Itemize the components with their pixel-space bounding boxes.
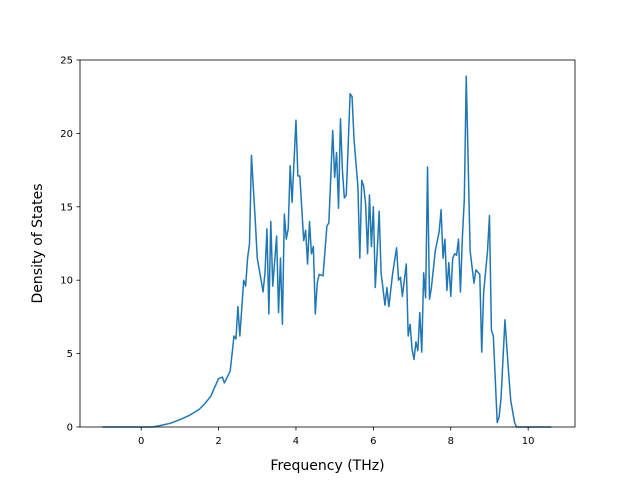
x-tick-label: 4 [293, 436, 299, 447]
x-tick-label: 0 [138, 436, 144, 447]
data-line [102, 75, 552, 428]
y-tick-label: 5 [67, 349, 73, 360]
y-axis-label: Density of States [30, 184, 46, 304]
plot-frame [79, 59, 576, 428]
y-tick-label: 15 [60, 202, 73, 213]
y-tick-label: 0 [67, 423, 73, 434]
y-tick-label: 25 [60, 56, 73, 67]
x-tick-label: 6 [370, 436, 376, 447]
x-axis-label: Frequency (THz) [270, 458, 384, 474]
x-tick-label: 8 [448, 436, 454, 447]
x-tick-label: 10 [522, 436, 535, 447]
x-tick-label: 2 [215, 436, 221, 447]
y-tick-label: 20 [60, 129, 73, 140]
y-tick-label: 10 [60, 276, 73, 287]
